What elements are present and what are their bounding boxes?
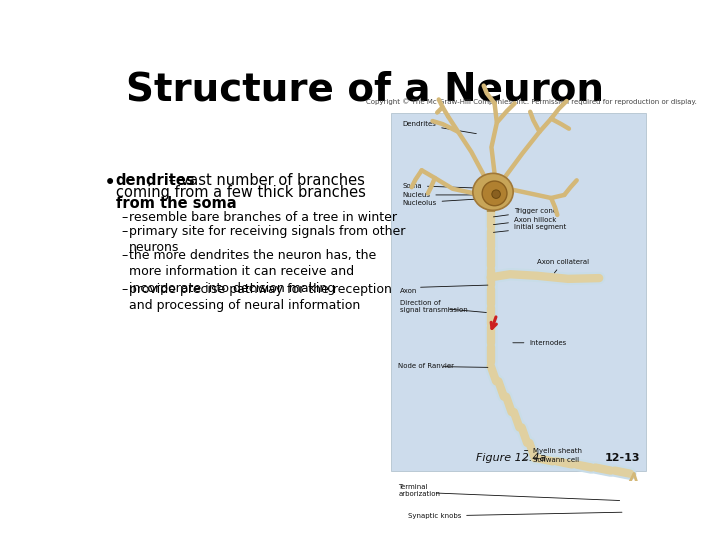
Text: Soma: Soma [402,183,473,188]
Text: 12-13: 12-13 [605,453,640,463]
Text: Node of Ranvier: Node of Ranvier [398,363,454,369]
Text: –: – [121,211,127,224]
Text: Structure of a Neuron: Structure of a Neuron [126,70,604,109]
Ellipse shape [473,173,513,211]
Circle shape [482,181,507,206]
Text: coming from a few thick branches: coming from a few thick branches [116,185,366,200]
Text: Axon: Axon [400,288,418,294]
Text: Schwann cell: Schwann cell [524,457,580,463]
Text: the more dendrites the neuron has, the
more information it can receive and
incor: the more dendrites the neuron has, the m… [129,249,376,295]
Text: dendrites: dendrites [116,173,195,188]
Text: Nucleus: Nucleus [402,192,484,198]
Text: Direction of
signal transmission: Direction of signal transmission [400,300,468,313]
Text: –: – [121,225,127,238]
Circle shape [492,190,500,198]
Text: Initial segment: Initial segment [493,224,566,232]
Text: – vast number of branches: – vast number of branches [164,173,365,188]
Text: Dendrites: Dendrites [402,121,477,133]
Text: Figure 12.4a: Figure 12.4a [476,453,546,463]
Text: Axon hillock: Axon hillock [493,217,557,225]
Text: provide precise pathway for the reception
and processing of neural information: provide precise pathway for the receptio… [129,283,392,312]
Text: primary site for receiving signals from other
neurons: primary site for receiving signals from … [129,225,405,254]
Text: from the soma: from the soma [116,197,236,212]
Text: •: • [104,173,116,193]
Text: Copyright © The Mc Graw-Hill Companies, Inc. Permission required for reproductio: Copyright © The Mc Graw-Hill Companies, … [366,98,697,105]
Text: Synaptic knobs: Synaptic knobs [408,512,622,519]
Text: Nucleolus: Nucleolus [402,198,491,206]
Text: Internodes: Internodes [513,340,567,346]
Bar [391,112,647,470]
Text: Terminal
arborization: Terminal arborization [398,484,441,497]
Text: –: – [121,249,127,262]
Text: resemble bare branches of a tree in winter: resemble bare branches of a tree in wint… [129,211,397,224]
Text: Myelin sheath: Myelin sheath [524,448,582,454]
Text: Axon collateral: Axon collateral [537,259,589,273]
Text: Trigger cone: Trigger cone [493,208,557,217]
Text: –: – [121,283,127,296]
